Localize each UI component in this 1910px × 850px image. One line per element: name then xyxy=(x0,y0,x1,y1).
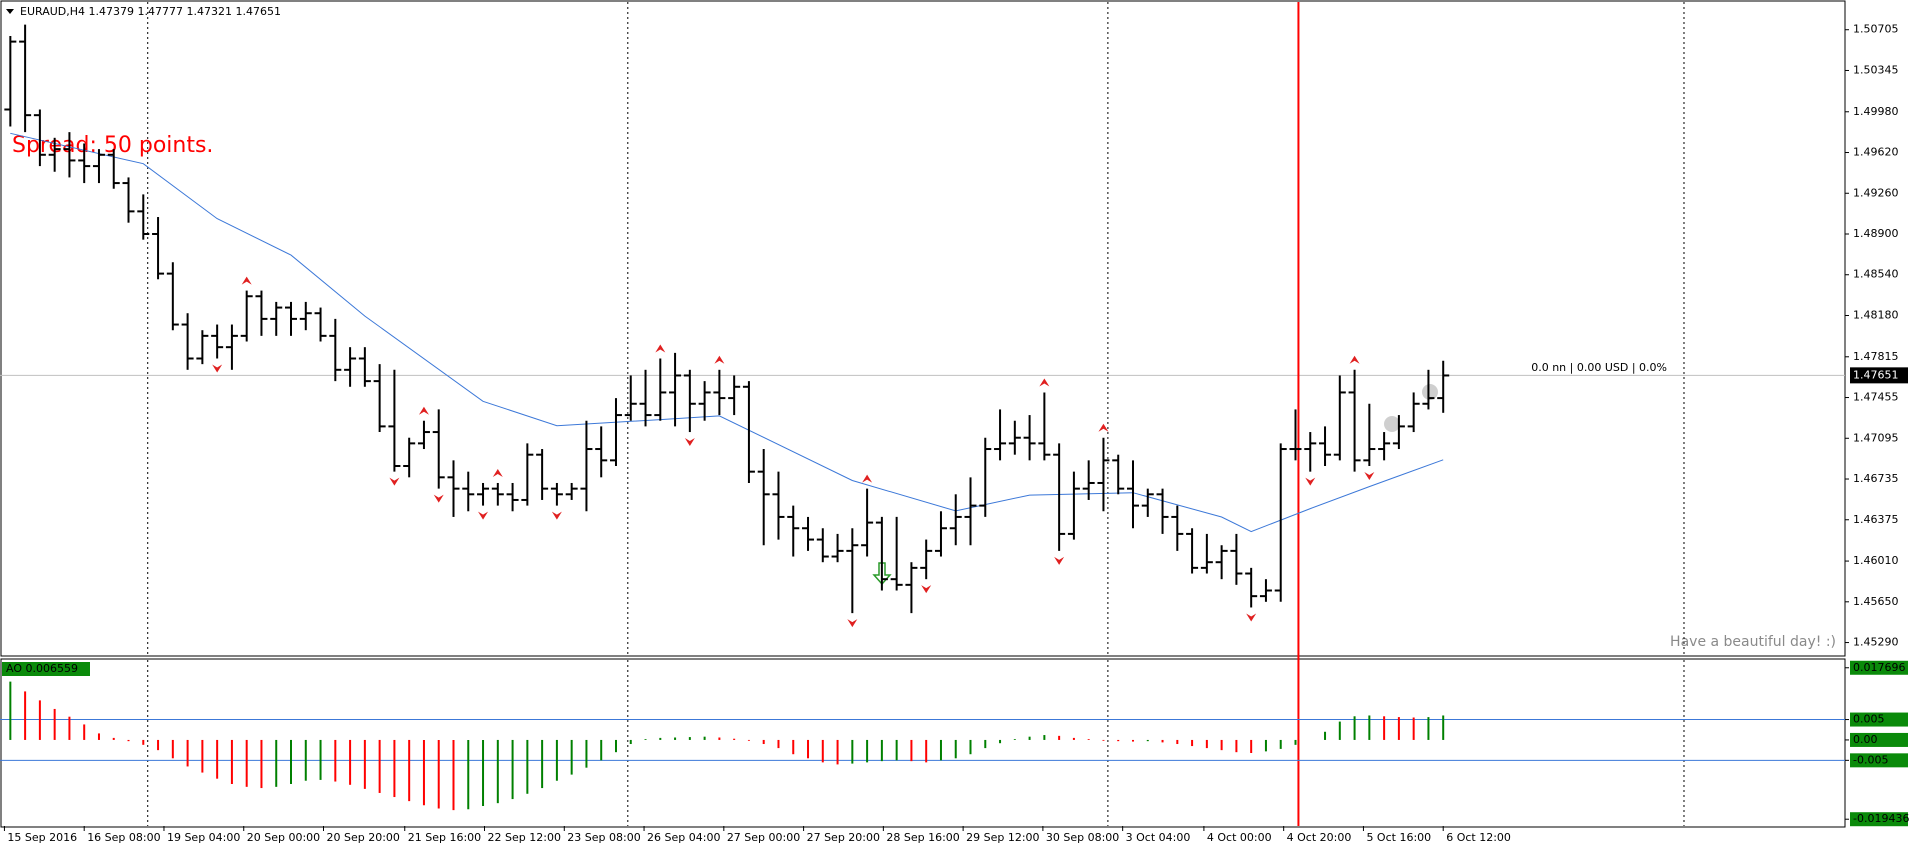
fractal-down xyxy=(478,511,489,520)
fractal-down xyxy=(847,619,858,628)
x-tick-label: 23 Sep 08:00 xyxy=(567,831,640,844)
y-tick-label: -0.005 xyxy=(1853,753,1888,766)
x-tick-label: 4 Oct 00:00 xyxy=(1207,831,1272,844)
chart-title: EURAUD,H4 1.47379 1.47777 1.47321 1.4765… xyxy=(20,5,281,18)
x-tick-label: 27 Sep 20:00 xyxy=(807,831,880,844)
x-tick-label: 27 Sep 00:00 xyxy=(727,831,800,844)
y-tick-bg xyxy=(1850,712,1908,727)
y-tick-label: 1.47095 xyxy=(1853,431,1899,444)
fractal-down xyxy=(1054,556,1065,565)
collapse-icon[interactable] xyxy=(6,9,14,14)
position-text: 0.0 nn | 0.00 USD | 0.0% xyxy=(1531,361,1667,374)
y-tick-label: 1.50705 xyxy=(1853,23,1899,36)
x-tick-label: 21 Sep 16:00 xyxy=(408,831,481,844)
y-tick-label: 1.49260 xyxy=(1853,186,1899,199)
fractal-up xyxy=(492,468,503,477)
x-tick-label: 28 Sep 16:00 xyxy=(886,831,959,844)
y-tick-label: 1.47815 xyxy=(1853,350,1899,363)
fractal-up xyxy=(418,406,429,415)
y-tick-label: 1.46375 xyxy=(1853,513,1899,526)
fractal-down xyxy=(921,585,932,594)
y-tick-label: 1.48900 xyxy=(1853,227,1899,240)
y-tick-label: 0.017696 xyxy=(1853,661,1906,674)
trade-marker xyxy=(1384,416,1400,432)
x-tick-label: 30 Sep 08:00 xyxy=(1046,831,1119,844)
x-tick-label: 19 Sep 04:00 xyxy=(167,831,240,844)
y-tick-label: 1.47455 xyxy=(1853,391,1899,404)
fractal-up xyxy=(862,474,873,483)
fractal-down xyxy=(1305,477,1316,486)
y-tick-label: 1.49620 xyxy=(1853,146,1899,159)
y-tick-bg xyxy=(1850,660,1908,675)
y-tick-label: 0.00 xyxy=(1853,733,1878,746)
fractal-down xyxy=(433,494,444,503)
x-tick-label: 22 Sep 12:00 xyxy=(488,831,561,844)
y-tick-label: 1.46010 xyxy=(1853,554,1899,567)
x-tick-label: 3 Oct 04:00 xyxy=(1126,831,1191,844)
fractal-up xyxy=(1349,355,1360,364)
y-tick-label: 1.48540 xyxy=(1853,268,1899,281)
x-tick-label: 26 Sep 04:00 xyxy=(647,831,720,844)
fractal-down xyxy=(684,438,695,447)
fractal-up xyxy=(1098,423,1109,432)
fractal-down xyxy=(389,477,400,486)
x-tick-label: 6 Oct 12:00 xyxy=(1446,831,1511,844)
x-tick-label: 16 Sep 08:00 xyxy=(87,831,160,844)
y-tick-label: 1.46735 xyxy=(1853,472,1899,485)
y-tick-label: 0.005 xyxy=(1853,713,1885,726)
y-tick-label: 1.50345 xyxy=(1853,63,1899,76)
y-tick-label: 1.45650 xyxy=(1853,595,1899,608)
fractal-down xyxy=(212,364,223,373)
fractal-up xyxy=(241,276,252,285)
current-price-bg xyxy=(1850,367,1908,384)
greeting: Have a beautiful day! :) xyxy=(1670,634,1836,650)
y-tick-bg xyxy=(1850,732,1908,747)
y-tick-bg xyxy=(1850,753,1908,768)
x-tick-label: 20 Sep 00:00 xyxy=(247,831,320,844)
ao-panel xyxy=(0,658,1846,828)
y-tick-label: 1.49980 xyxy=(1853,105,1899,118)
ao-label-bg xyxy=(2,662,90,676)
x-tick-label: 4 Oct 20:00 xyxy=(1287,831,1352,844)
x-tick-label: 5 Oct 16:00 xyxy=(1366,831,1431,844)
current-price-label: 1.47651 xyxy=(1853,368,1899,381)
fractal-down xyxy=(1246,613,1257,622)
y-tick-label: 1.48180 xyxy=(1853,308,1899,321)
x-tick-label: 20 Sep 20:00 xyxy=(327,831,400,844)
x-tick-label: 15 Sep 2016 xyxy=(7,831,77,844)
trade-marker xyxy=(1422,384,1438,400)
fractal-up xyxy=(714,355,725,364)
fractal-up xyxy=(655,344,666,353)
x-tick-label: 29 Sep 12:00 xyxy=(966,831,1039,844)
ao-label: AO 0.006559 xyxy=(6,662,78,675)
y-tick-label: -0.019436 xyxy=(1853,812,1909,825)
y-tick-label: 1.45290 xyxy=(1853,636,1899,649)
fractal-down xyxy=(551,511,562,520)
price-panel xyxy=(0,0,1846,657)
fractal-down xyxy=(1364,472,1375,481)
fractal-up xyxy=(1039,378,1050,387)
moving-average xyxy=(10,132,1444,533)
y-tick-bg xyxy=(1850,812,1908,827)
